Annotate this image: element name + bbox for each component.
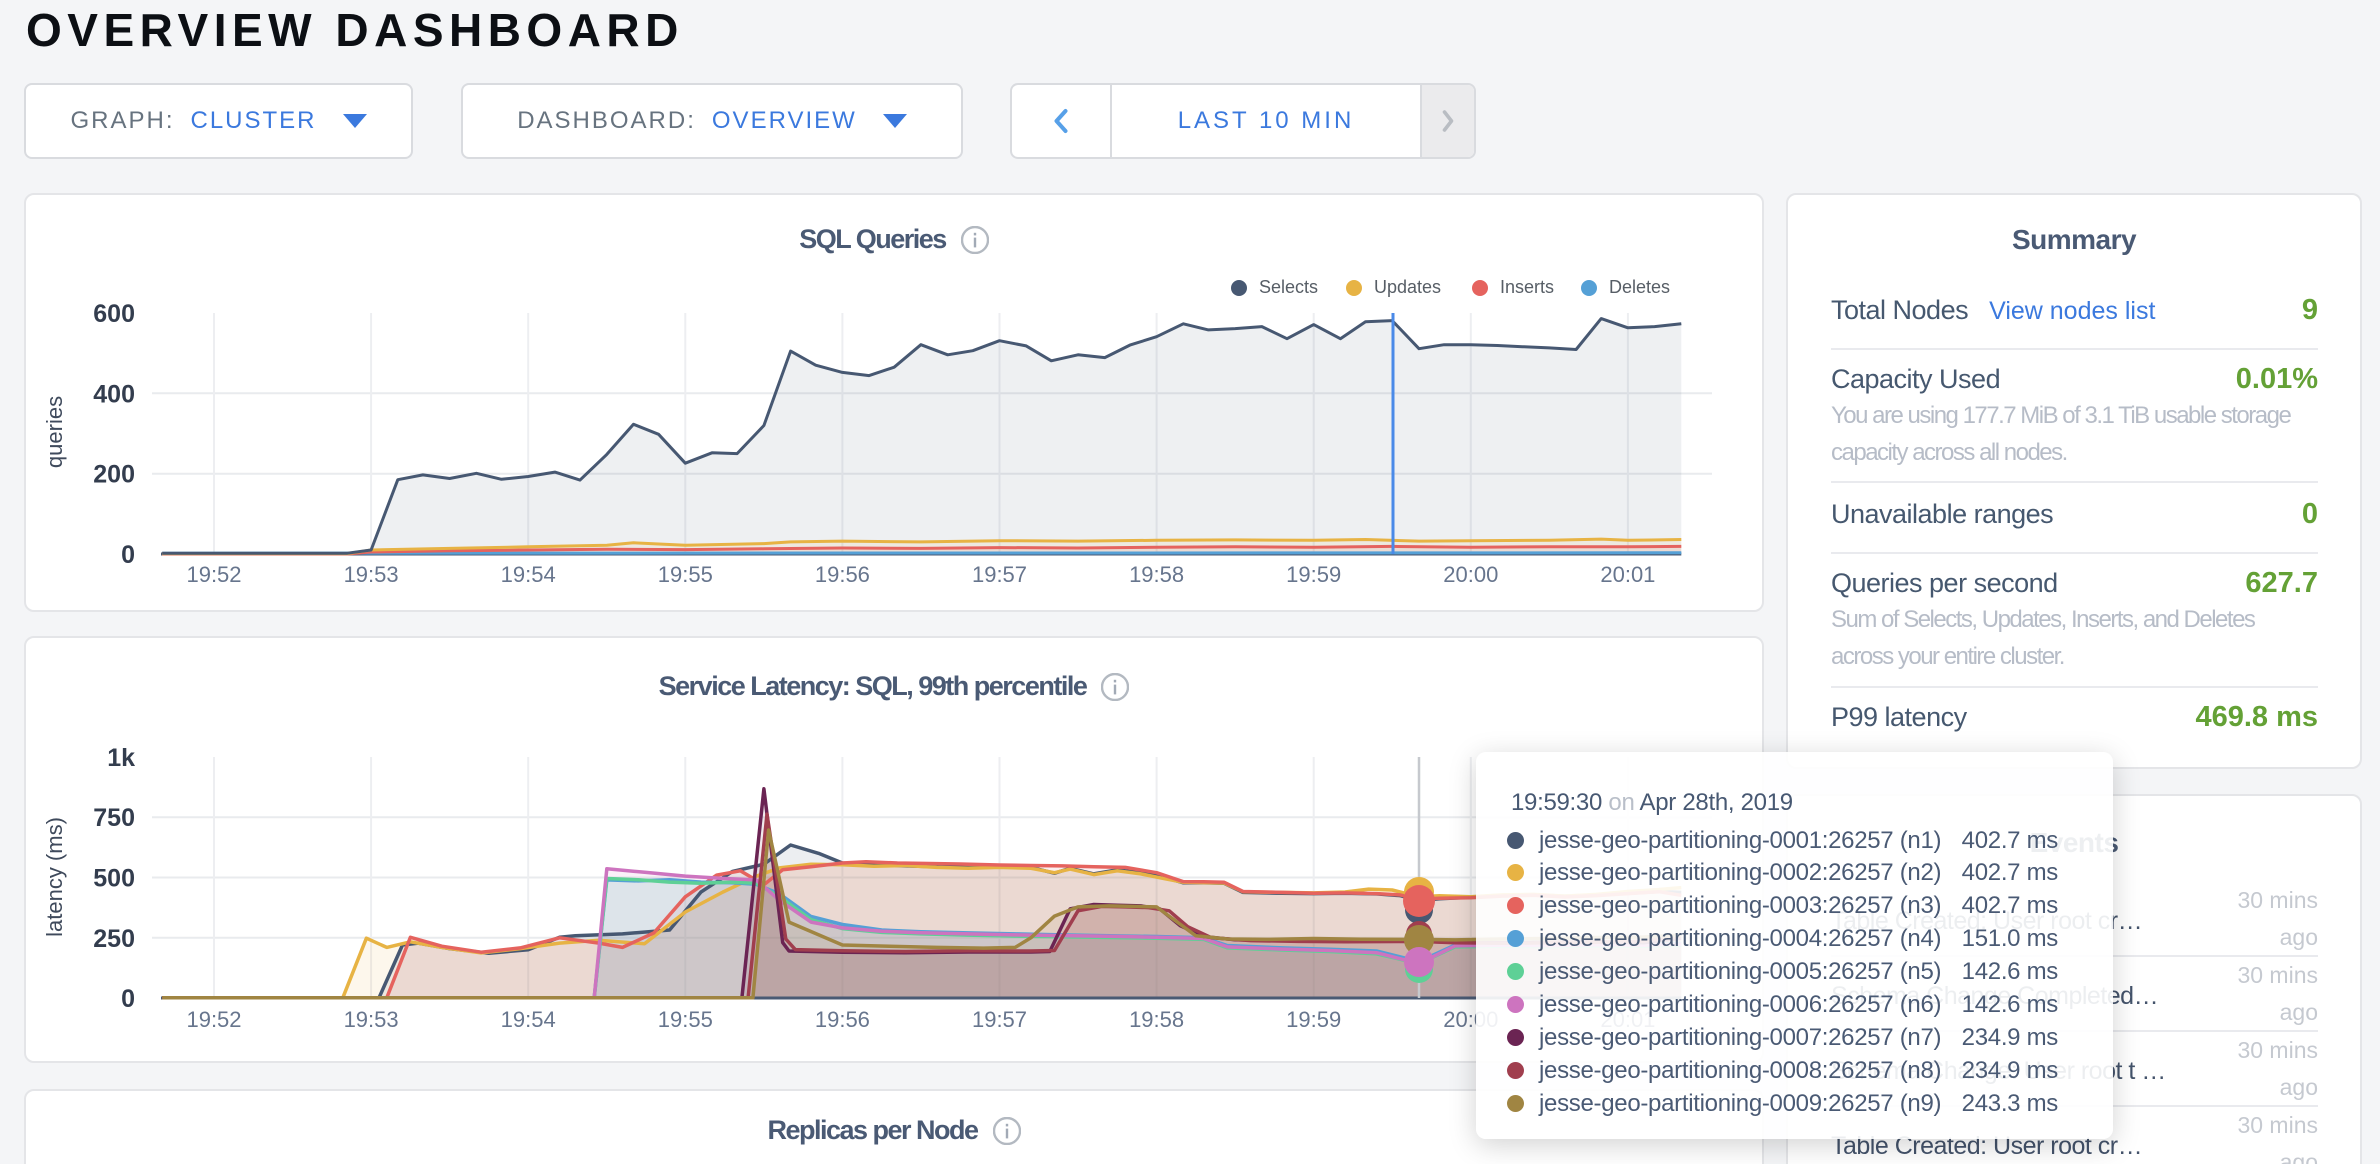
svg-text:19:55: 19:55 bbox=[658, 562, 713, 587]
svg-text:19:56: 19:56 bbox=[815, 562, 870, 587]
svg-text:20:00: 20:00 bbox=[1443, 562, 1498, 587]
svg-text:19:57: 19:57 bbox=[972, 562, 1027, 587]
svg-text:1k: 1k bbox=[107, 744, 135, 772]
svg-text:19:56: 19:56 bbox=[815, 1007, 870, 1032]
svg-text:750: 750 bbox=[93, 804, 135, 832]
svg-text:19:53: 19:53 bbox=[344, 562, 399, 587]
svg-text:500: 500 bbox=[93, 865, 135, 893]
svg-text:19:59: 19:59 bbox=[1286, 1007, 1341, 1032]
svg-text:19:53: 19:53 bbox=[344, 1007, 399, 1032]
svg-text:600: 600 bbox=[93, 300, 135, 328]
svg-text:19:52: 19:52 bbox=[186, 562, 241, 587]
svg-text:250: 250 bbox=[93, 925, 135, 953]
svg-text:20:01: 20:01 bbox=[1600, 562, 1655, 587]
svg-text:19:52: 19:52 bbox=[186, 1007, 241, 1032]
svg-text:queries: queries bbox=[42, 396, 67, 468]
svg-text:400: 400 bbox=[93, 380, 135, 408]
svg-text:19:54: 19:54 bbox=[501, 562, 556, 587]
svg-text:19:57: 19:57 bbox=[972, 1007, 1027, 1032]
svg-text:0: 0 bbox=[121, 541, 135, 569]
svg-text:latency (ms): latency (ms) bbox=[42, 817, 67, 937]
svg-text:19:59: 19:59 bbox=[1286, 562, 1341, 587]
svg-text:200: 200 bbox=[93, 461, 135, 489]
svg-text:19:58: 19:58 bbox=[1129, 1007, 1184, 1032]
svg-text:19:58: 19:58 bbox=[1129, 562, 1184, 587]
svg-text:19:54: 19:54 bbox=[501, 1007, 556, 1032]
svg-text:19:55: 19:55 bbox=[658, 1007, 713, 1032]
svg-text:0: 0 bbox=[121, 985, 135, 1013]
